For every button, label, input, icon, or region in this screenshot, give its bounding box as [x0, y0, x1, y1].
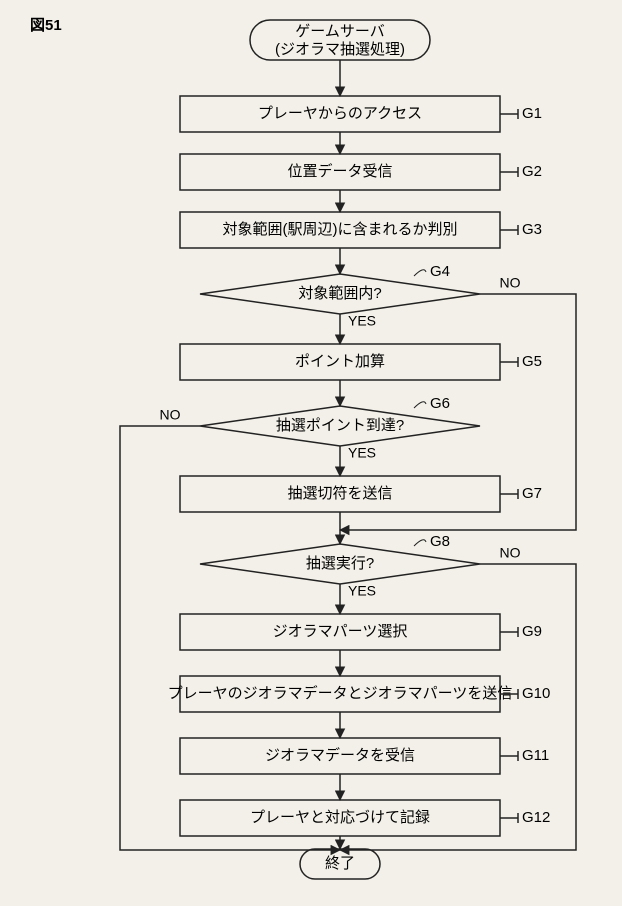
decision-g4-text: 対象範囲内?: [298, 284, 381, 302]
label-g4: G4: [430, 263, 450, 280]
terminator-end-text: 終了: [325, 855, 355, 872]
label-g12: G12: [522, 809, 550, 826]
step-g11-text: ジオラマデータを受信: [265, 746, 415, 764]
terminator-start-l1: ゲームサーバ: [295, 23, 384, 40]
label-g2: G2: [522, 163, 542, 180]
step-g9-text: ジオラマパーツ選択: [273, 623, 408, 640]
terminator-start-l2: (ジオラマ抽選処理): [275, 41, 405, 58]
label-g7: G7: [522, 485, 542, 502]
g4-no: NO: [500, 275, 521, 291]
label-g11: G11: [522, 747, 549, 764]
label-g9: G9: [522, 623, 542, 640]
label-g8: G8: [430, 533, 450, 550]
label-g1: G1: [522, 105, 542, 122]
label-g10: G10: [522, 685, 550, 702]
g8-no: NO: [500, 545, 521, 561]
step-g2-text: 位置データ受信: [287, 162, 392, 180]
g8-yes: YES: [348, 583, 376, 599]
g6-yes: YES: [348, 445, 376, 461]
step-g10-text: プレーヤのジオラマデータとジオラマパーツを送信: [168, 684, 513, 702]
decision-g6-text: 抽選ポイント到達?: [276, 417, 404, 434]
step-g5-text: ポイント加算: [295, 352, 385, 370]
decision-g8-text: 抽選実行?: [306, 555, 374, 572]
step-g1-text: プレーヤからのアクセス: [258, 105, 422, 122]
g4-yes: YES: [348, 313, 376, 329]
label-g6: G6: [430, 395, 450, 412]
step-g3-text: 対象範囲(駅周辺)に含まれるか判別: [223, 220, 458, 238]
label-g5: G5: [522, 353, 542, 370]
step-g12-text: プレーヤと対応づけて記録: [250, 809, 430, 826]
step-g7-text: 抽選切符を送信: [287, 485, 392, 502]
g6-no: NO: [160, 407, 181, 423]
label-g3: G3: [522, 221, 542, 238]
figure-label: 図51: [30, 17, 62, 34]
